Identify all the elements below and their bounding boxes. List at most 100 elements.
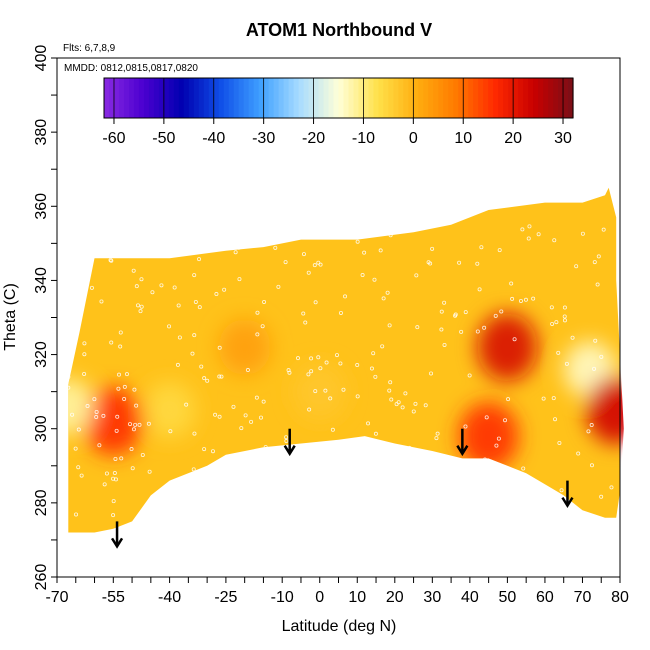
observation-marker [119, 456, 124, 461]
observation-marker [335, 491, 340, 496]
colorbar-cell [428, 78, 434, 118]
observation-marker [76, 465, 81, 470]
observation-marker [118, 344, 123, 349]
observation-marker [284, 439, 289, 444]
x-tick-label: -55 [102, 589, 125, 606]
observation-marker [185, 476, 190, 481]
colorbar-cell [133, 78, 140, 118]
observation-marker [262, 299, 267, 304]
colorbar-cell [413, 78, 419, 118]
colorbar-cell [293, 78, 300, 118]
observation-marker [503, 418, 508, 423]
arrow-marker-head [456, 445, 469, 457]
observation-marker [518, 298, 523, 303]
observation-marker [439, 309, 444, 314]
colorbar-cell [403, 78, 409, 118]
observation-marker [190, 239, 195, 244]
observation-marker [316, 355, 321, 360]
observation-marker [158, 508, 163, 513]
colorbar-cell [213, 78, 220, 118]
colorbar-cell [203, 78, 210, 118]
observation-marker [481, 499, 486, 504]
observation-marker [301, 311, 306, 316]
observation-marker [574, 264, 579, 269]
observation-marker [256, 229, 261, 234]
observation-marker [307, 497, 312, 502]
colorbar-cell [303, 78, 310, 118]
colorbar-cell [553, 78, 559, 118]
observation-marker [427, 473, 432, 478]
observation-marker [601, 227, 606, 232]
observation-marker [117, 372, 122, 377]
observation-marker [231, 404, 236, 409]
x-tick-label: 70 [574, 589, 592, 606]
observation-marker [453, 313, 458, 318]
observation-marker [94, 415, 99, 420]
colorbar-cell [128, 78, 135, 118]
observation-marker [430, 246, 435, 251]
observation-marker [172, 285, 177, 290]
observation-marker [306, 372, 311, 377]
observation-marker [521, 466, 526, 471]
observation-marker [111, 476, 116, 481]
observation-marker [378, 455, 383, 460]
colorbar-cell [393, 78, 399, 118]
observation-marker [68, 385, 71, 390]
observation-marker [482, 325, 487, 330]
x-tick-label: -40 [158, 589, 181, 606]
colorbar-cell [558, 78, 564, 118]
colorbar-cell [113, 78, 120, 118]
observation-marker [130, 466, 135, 471]
y-tick-label: 300 [33, 415, 50, 442]
observation-marker [217, 374, 222, 379]
observation-marker [313, 492, 318, 497]
observation-marker [217, 414, 222, 419]
colorbar-cell [408, 78, 414, 118]
observation-marker [68, 229, 73, 234]
colorbar-cell [523, 78, 529, 118]
observation-marker [424, 517, 429, 522]
observation-marker [150, 290, 155, 295]
observation-marker [556, 350, 561, 355]
colorbar-cell [178, 78, 185, 118]
colorbar-cell [563, 78, 569, 118]
observation-marker [360, 273, 365, 278]
colorbar-cell [483, 78, 489, 118]
observation-marker [138, 309, 143, 314]
observation-marker [202, 376, 207, 381]
observation-marker [316, 260, 321, 265]
colorbar-cell [543, 78, 549, 118]
observation-marker [336, 503, 341, 508]
observation-marker [407, 445, 412, 450]
field-blob [586, 376, 624, 445]
colorbar-cell [518, 78, 524, 118]
observation-marker [595, 282, 600, 287]
observation-marker [475, 329, 480, 334]
observation-marker [193, 299, 198, 304]
y-tick-label: 400 [33, 45, 50, 72]
observation-marker [217, 345, 222, 350]
arrow-marker-head [110, 537, 124, 549]
observation-marker [400, 405, 405, 410]
y-tick-label: 260 [33, 564, 50, 591]
observation-marker [190, 351, 195, 356]
colorbar-cell [363, 78, 370, 118]
observation-marker [394, 402, 399, 407]
observation-marker [369, 366, 374, 371]
colorbar-tick-label: -60 [102, 130, 125, 147]
observation-marker [599, 354, 604, 359]
y-tick-label: 320 [33, 341, 50, 368]
observation-marker [564, 361, 569, 366]
colorbar-cell [398, 78, 404, 118]
arrow-markers [110, 428, 574, 549]
observation-marker [442, 300, 447, 305]
observation-marker [317, 518, 322, 523]
observation-marker [192, 333, 197, 338]
observation-marker [434, 436, 439, 441]
observation-marker [355, 239, 360, 244]
observation-marker [275, 238, 280, 243]
x-axis-label: Latitude (deg N) [282, 618, 397, 635]
observation-marker [335, 353, 340, 358]
observation-marker [287, 370, 292, 375]
observation-marker [536, 232, 541, 237]
